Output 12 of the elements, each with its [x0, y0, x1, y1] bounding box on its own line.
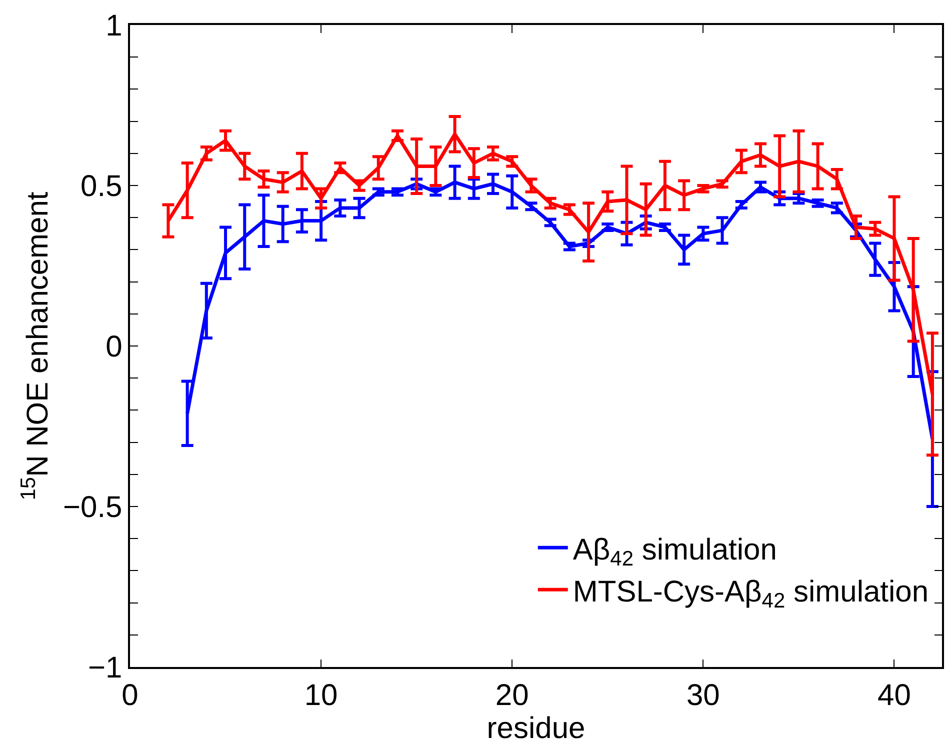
- legend-label: Aβ$_{42}$ simulation: [572, 533, 777, 571]
- x-tick-label: 20: [495, 678, 529, 712]
- y-tick-label: −1: [88, 652, 122, 684]
- x-tick-label: 10: [304, 678, 338, 712]
- y-tick-label: 0: [106, 330, 122, 364]
- y-tick-label: 1: [106, 10, 122, 42]
- x-tick-label: 30: [686, 678, 720, 712]
- x-axis-title: residue: [486, 712, 586, 745]
- y-tick-label: 0.5: [80, 170, 122, 203]
- legend-label: MTSL-Cys-Aβ$_{42}$ simulation: [572, 575, 929, 613]
- y-tick-label: −0.5: [63, 491, 122, 524]
- x-tick-label: 40: [878, 678, 911, 712]
